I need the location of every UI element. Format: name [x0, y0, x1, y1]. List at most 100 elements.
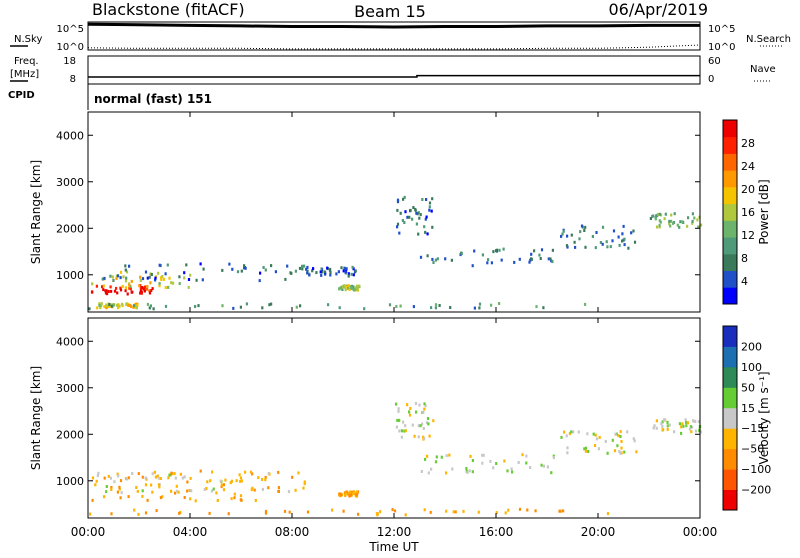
- echo-cell: [144, 483, 148, 487]
- echo-cell: [566, 234, 569, 238]
- colorbar-tick-label: 8: [741, 252, 748, 265]
- echo-cell: [103, 276, 106, 280]
- y-tick-label: 3000: [56, 382, 84, 395]
- echo-cell: [168, 276, 171, 280]
- echo-cell: [415, 222, 418, 226]
- echo-cell: [560, 435, 563, 439]
- echo-cell: [338, 492, 341, 496]
- echo-cell: [670, 213, 673, 217]
- echo-cell: [415, 410, 418, 414]
- echo-cell: [468, 469, 471, 473]
- echo-cell: [398, 231, 401, 235]
- colorbar-tick-label: 15: [741, 402, 755, 415]
- echo-cell: [577, 430, 580, 434]
- echo-cell: [344, 270, 347, 274]
- noise-sky-label: N.Sky: [14, 34, 42, 45]
- echo-cell: [611, 239, 614, 243]
- echo-cell: [570, 233, 573, 237]
- echo-cell: [530, 257, 533, 261]
- echo-cell: [139, 287, 142, 290]
- echo-cell: [178, 275, 181, 279]
- echo-cell: [404, 424, 407, 428]
- echo-cell: [117, 474, 120, 478]
- echo-cell: [231, 267, 234, 271]
- echo-cell: [268, 303, 271, 307]
- echo-cell: [694, 429, 698, 433]
- echo-cell: [203, 488, 206, 491]
- echo-cell: [118, 487, 121, 491]
- echo-cell: [686, 224, 689, 228]
- echo-cell: [652, 214, 655, 218]
- echo-cell: [666, 424, 669, 428]
- echo-cell: [347, 284, 350, 288]
- echo-cell: [409, 407, 412, 410]
- echo-cell: [420, 470, 423, 473]
- echo-cell: [696, 218, 699, 222]
- echo-cell: [199, 262, 202, 266]
- echo-cell: [506, 469, 509, 473]
- echo-cell: [363, 307, 366, 311]
- echo-cell: [547, 257, 550, 261]
- echo-cell: [261, 477, 264, 481]
- echo-cell: [680, 425, 683, 429]
- echo-cell: [606, 245, 609, 249]
- echo-cell: [438, 304, 441, 307]
- colorbar-tick-label: −50: [741, 443, 764, 456]
- echo-cell: [155, 509, 158, 513]
- echo-cell: [301, 267, 304, 271]
- echo-cell: [542, 306, 545, 310]
- echo-region-1: [94, 471, 227, 494]
- echo-cell: [445, 454, 448, 458]
- echo-cell: [663, 217, 666, 221]
- echo-cell: [315, 271, 318, 275]
- echo-cell: [222, 483, 225, 487]
- echo-cell: [503, 459, 506, 463]
- echo-cell: [301, 264, 304, 268]
- echo-cell: [551, 260, 554, 264]
- echo-cell: [349, 490, 352, 494]
- y-tick-label: 1000: [56, 269, 84, 282]
- echo-cell: [107, 474, 110, 478]
- echo-cell: [432, 261, 435, 264]
- echo-cell: [141, 489, 144, 493]
- echo-cell: [258, 279, 261, 283]
- echo-cell: [465, 467, 468, 470]
- echo-cell: [635, 450, 638, 454]
- echo-cell: [679, 220, 682, 224]
- echo-cell: [498, 248, 501, 252]
- noise-left-tick-top: 10^5: [57, 24, 84, 35]
- echo-cell: [632, 437, 635, 441]
- y-tick-label: 4000: [56, 335, 84, 348]
- echo-cell: [106, 292, 109, 296]
- echo-cell: [623, 237, 626, 241]
- echo-cell: [486, 261, 489, 265]
- echo-cell: [144, 476, 147, 480]
- echo-cell: [139, 275, 142, 279]
- echo-cell: [212, 487, 215, 491]
- echo-cell: [127, 495, 130, 499]
- echo-cell: [294, 269, 297, 273]
- echo-region-8: [419, 247, 554, 268]
- echo-cell: [91, 282, 94, 286]
- echo-cell: [179, 472, 182, 476]
- echo-cell: [424, 404, 427, 408]
- echo-cell: [291, 475, 294, 479]
- echo-cell: [500, 258, 503, 262]
- echo-cell: [166, 263, 169, 267]
- echo-cell: [201, 278, 204, 282]
- echo-cell: [230, 497, 233, 501]
- echo-cell: [239, 479, 242, 483]
- echo-cell: [306, 271, 309, 275]
- echo-cell: [353, 288, 356, 292]
- echo-cell: [112, 303, 115, 307]
- noise-panel: N.Sky 10^5 10^0 10^5 10^0 N.Search: [10, 21, 791, 53]
- echo-cell: [319, 270, 322, 274]
- echo-cell: [401, 219, 404, 222]
- echo-cell: [598, 435, 601, 439]
- echo-region-4: [338, 284, 361, 292]
- echo-cell: [135, 486, 138, 489]
- echo-cell: [454, 510, 457, 514]
- echo-cell: [146, 285, 149, 288]
- echo-cell: [132, 305, 135, 309]
